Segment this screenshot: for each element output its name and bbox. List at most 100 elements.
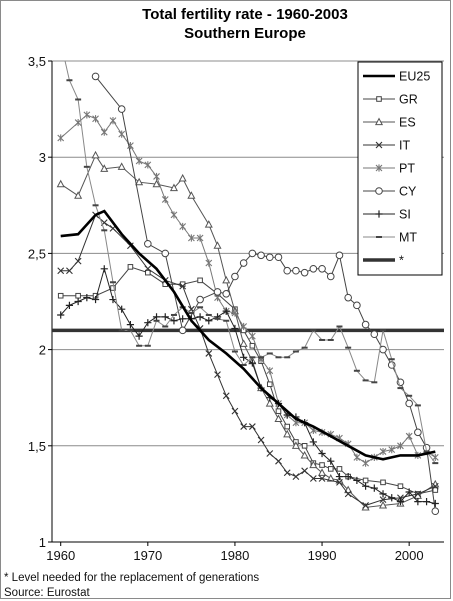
legend-label: MT (399, 231, 417, 245)
data-point (74, 257, 82, 265)
data-point (362, 459, 369, 467)
data-point (178, 173, 187, 182)
data-point (231, 272, 239, 281)
data-point (213, 288, 222, 296)
legend-label: GR (399, 93, 418, 107)
data-point (231, 324, 239, 333)
data-point (74, 118, 82, 127)
data-point (170, 211, 178, 219)
data-point (344, 293, 352, 302)
data-point (379, 447, 387, 456)
data-point (335, 251, 344, 260)
data-point (326, 272, 335, 281)
data-point (353, 301, 361, 310)
data-point (249, 342, 256, 349)
data-point (318, 264, 326, 273)
data-point (109, 117, 117, 125)
data-point (327, 466, 334, 472)
data-point (240, 353, 248, 361)
data-point (205, 350, 213, 357)
data-point (248, 332, 256, 340)
data-point (396, 497, 405, 506)
legend-label: SI (399, 208, 411, 222)
data-point (161, 195, 169, 204)
data-point (291, 441, 300, 449)
data-point (187, 234, 195, 242)
data-point (66, 267, 73, 275)
x-tick-label: 2000 (395, 548, 424, 563)
data-point (275, 457, 282, 465)
data-point (370, 330, 379, 339)
data-point (126, 320, 134, 329)
data-point (379, 490, 387, 498)
data-point (65, 301, 74, 309)
data-point (145, 269, 151, 276)
data-point (179, 282, 187, 290)
data-point (56, 179, 65, 188)
series-cy (91, 72, 440, 516)
data-point (266, 367, 274, 375)
data-point (318, 475, 326, 482)
data-point (57, 292, 64, 299)
data-point (379, 345, 387, 354)
data-point (170, 317, 178, 325)
data-point (274, 414, 283, 422)
data-point (179, 222, 187, 231)
data-point (414, 497, 422, 506)
source-note: Source: Eurostat (4, 587, 90, 599)
data-point (318, 449, 326, 458)
data-point (275, 408, 282, 414)
data-point (379, 496, 387, 504)
chart-title: Total fertility rate - 1960-2003 (142, 6, 348, 23)
data-point (375, 141, 383, 149)
data-point (222, 275, 231, 284)
data-point (117, 162, 126, 170)
series-line (60, 266, 436, 495)
data-point (161, 313, 169, 321)
data-point (397, 442, 404, 450)
data-point (83, 111, 91, 119)
data-point (431, 453, 439, 461)
data-point (231, 407, 239, 415)
legend-item-si: SI (363, 208, 411, 222)
legend-item-it: IT (363, 139, 410, 153)
data-point (135, 177, 144, 186)
data-point (100, 164, 109, 172)
data-point (118, 305, 126, 313)
data-point (196, 234, 204, 242)
y-tick-label: 1,5 (28, 439, 46, 454)
data-point (378, 500, 388, 509)
legend-item-gr: GR (363, 93, 418, 107)
data-point (152, 313, 161, 321)
data-point (336, 478, 343, 486)
data-point (374, 117, 384, 126)
data-point (179, 315, 187, 323)
data-point (144, 239, 152, 248)
data-point (431, 499, 439, 508)
data-point (388, 494, 396, 502)
data-point (344, 490, 352, 498)
data-point (284, 423, 290, 430)
data-point (214, 371, 221, 379)
data-point (205, 259, 213, 267)
data-point (344, 472, 352, 481)
data-point (414, 490, 422, 498)
data-point (283, 429, 292, 438)
data-point (292, 473, 300, 480)
legend: EU25 GR ES IT PT CY SI MT * (357, 61, 443, 276)
data-point (222, 307, 230, 315)
x-tick-label: 1970 (133, 548, 162, 563)
data-point (222, 290, 231, 298)
data-point (127, 264, 134, 270)
data-point (266, 381, 273, 388)
data-point (197, 277, 203, 284)
legend-item-cy: CY (363, 185, 417, 199)
data-point (100, 265, 108, 273)
data-point (135, 332, 143, 340)
data-point (309, 460, 318, 469)
data-point (239, 339, 248, 347)
data-point (213, 241, 222, 249)
data-point (301, 467, 309, 475)
